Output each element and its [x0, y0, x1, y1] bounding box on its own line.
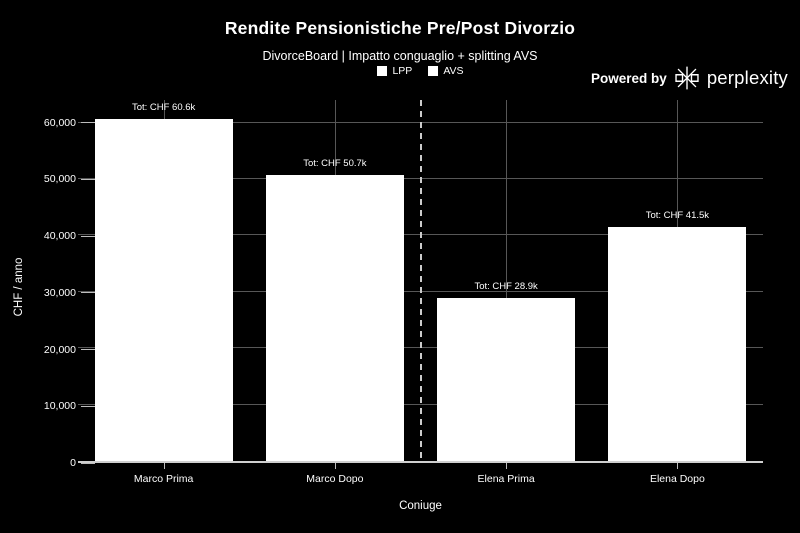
- y-tick-mark: [81, 122, 95, 124]
- bar-total-label: Tot: CHF 60.6k: [131, 102, 196, 114]
- y-tick-label: 30,000: [43, 286, 76, 299]
- gridline-x-2: [506, 100, 508, 461]
- group-separator-line: [419, 100, 422, 461]
- bar-total-label: Tot: CHF 28.9k: [474, 281, 538, 292]
- bar-elena-prima: [437, 298, 576, 461]
- bar-total-label: Tot: CHF 50.7k: [303, 158, 367, 170]
- y-tick-label: 0: [70, 457, 76, 469]
- x-tick-mark: [334, 463, 336, 469]
- legend-label-lpp: LPP: [392, 65, 413, 77]
- y-tick-mark: [81, 349, 95, 351]
- legend-item-lpp: LPP: [377, 65, 412, 77]
- x-tick-label: Elena Dopo: [649, 473, 705, 485]
- x-axis-title: Coniuge: [399, 500, 442, 512]
- x-tick-label: Elena Prima: [477, 473, 535, 485]
- chart-title: Rendite Pensionistiche Pre/Post Divorzio: [224, 18, 576, 38]
- y-tick-mark: [81, 292, 95, 294]
- y-tick-mark: [81, 462, 95, 464]
- x-tick-mark: [677, 463, 679, 469]
- chart-subtitle: DivorceBoard | Impatto conguaglio + spli…: [262, 49, 538, 63]
- powered-by-label: Powered by: [591, 70, 667, 86]
- y-axis-title: CHF / anno: [13, 257, 25, 317]
- chart-legend: LPP AVS: [78, 65, 763, 77]
- bar-elena-dopo: [608, 226, 747, 461]
- plot-area: Tot: CHF 60.6k Tot: CHF 50.7k Tot: CHF 28.…: [78, 100, 763, 463]
- bar-marco-dopo: [265, 175, 404, 461]
- y-tick-label: 50,000: [43, 173, 76, 186]
- powered-by-badge: Powered by perplexity: [591, 63, 788, 93]
- y-tick-label: 20,000: [43, 343, 76, 356]
- y-tick-label: 40,000: [43, 230, 76, 243]
- x-tick-mark: [506, 463, 508, 469]
- bar-marco-prima: [94, 119, 233, 461]
- y-tick-label: 60,000: [43, 116, 76, 129]
- x-tick-mark: [163, 463, 165, 469]
- x-tick-label: Marco Dopo: [306, 473, 364, 485]
- legend-item-avs: AVS: [428, 65, 464, 77]
- x-tick-label: Marco Prima: [133, 473, 194, 485]
- y-tick-label: 10,000: [43, 400, 76, 413]
- brand-name: perplexity: [706, 67, 788, 88]
- legend-label-avs: AVS: [443, 65, 464, 77]
- y-tick-mark: [81, 178, 95, 180]
- bar-total-label: Tot: CHF 41.5k: [645, 209, 710, 221]
- perplexity-logo-icon: [674, 65, 700, 91]
- y-tick-mark: [81, 405, 95, 407]
- y-tick-mark: [81, 235, 95, 237]
- lpp-swatch-icon: [377, 66, 388, 76]
- avs-swatch-icon: [428, 66, 439, 76]
